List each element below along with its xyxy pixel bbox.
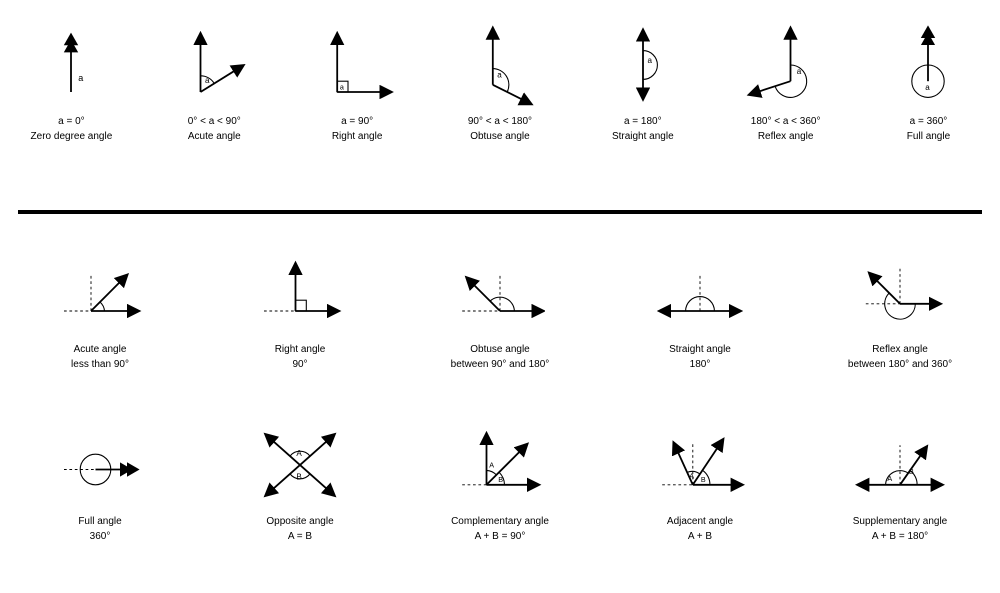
- desc: A + B = 180°: [853, 529, 948, 544]
- desc: less than 90°: [71, 357, 129, 372]
- section-divider: [18, 210, 982, 214]
- svg-text:a: a: [796, 67, 801, 76]
- reflex-angle-icon: a: [741, 20, 831, 110]
- acute-angle-b-icon: [55, 248, 145, 338]
- cell-right-b: Right angle 90°: [230, 248, 370, 372]
- svg-text:A: A: [689, 472, 694, 481]
- supplementary-angle-icon: A B: [855, 420, 945, 510]
- angle-types-diagram: a a = 0° Zero degree angle a 0° < a < 90…: [0, 0, 1000, 593]
- desc: between 90° and 180°: [451, 357, 550, 372]
- name: Straight angle: [612, 129, 674, 144]
- complementary-angle-icon: A B: [455, 420, 545, 510]
- full-angle-icon: a: [883, 20, 973, 110]
- cell-obtuse-a: a 90° < a < 180° Obtuse angle: [430, 20, 570, 144]
- acute-angle-icon: a: [169, 20, 259, 110]
- cell-reflex-a: a 180° < a < 360° Reflex angle: [716, 20, 856, 144]
- straight-angle-icon: a: [598, 20, 688, 110]
- name: Right angle: [332, 129, 383, 144]
- straight-angle-b-icon: [655, 248, 745, 338]
- svg-text:A: A: [296, 449, 302, 458]
- cell-right-a: a a = 90° Right angle: [287, 20, 427, 144]
- cell-zero-angle: a a = 0° Zero degree angle: [1, 20, 141, 144]
- zero-angle-icon: a: [26, 20, 116, 110]
- full-angle-b-icon: [55, 420, 145, 510]
- svg-text:A: A: [887, 474, 892, 483]
- name: Straight angle: [669, 342, 731, 357]
- svg-text:a: a: [79, 73, 84, 83]
- formula: 0° < a < 90°: [188, 114, 241, 129]
- name: Full angle: [78, 514, 121, 529]
- formula: a = 0°: [31, 114, 113, 129]
- cell-adjacent: A B Adjacent angle A + B: [630, 420, 770, 544]
- opposite-angle-icon: A B: [255, 420, 345, 510]
- desc: between 180° and 360°: [848, 357, 952, 372]
- obtuse-angle-icon: a: [455, 20, 545, 110]
- svg-text:a: a: [926, 83, 931, 92]
- desc: A + B = 90°: [451, 529, 549, 544]
- formula: 90° < a < 180°: [468, 114, 532, 129]
- name: Complementary angle: [451, 514, 549, 529]
- row-1: a a = 0° Zero degree angle a 0° < a < 90…: [0, 20, 1000, 144]
- name: Obtuse angle: [468, 129, 532, 144]
- desc: A + B: [667, 529, 733, 544]
- name: Reflex angle: [848, 342, 952, 357]
- name: Acute angle: [71, 342, 129, 357]
- obtuse-angle-b-icon: [455, 248, 545, 338]
- desc: 90°: [275, 357, 326, 372]
- cell-acute-b: Acute angle less than 90°: [30, 248, 170, 372]
- reflex-angle-b-icon: [855, 248, 945, 338]
- adjacent-angle-icon: A B: [655, 420, 745, 510]
- formula: 180° < a < 360°: [751, 114, 821, 129]
- svg-text:a: a: [497, 71, 502, 80]
- name: Adjacent angle: [667, 514, 733, 529]
- svg-text:a: a: [340, 82, 344, 91]
- formula: a = 90°: [332, 114, 383, 129]
- name: Right angle: [275, 342, 326, 357]
- cell-straight-a: a a = 180° Straight angle: [573, 20, 713, 144]
- right-angle-b-icon: [255, 248, 345, 338]
- cell-reflex-b: Reflex angle between 180° and 360°: [830, 248, 970, 372]
- name: Supplementary angle: [853, 514, 948, 529]
- name: Opposite angle: [266, 514, 333, 529]
- svg-text:B: B: [909, 467, 914, 476]
- name: Reflex angle: [751, 129, 821, 144]
- right-angle-icon: a: [312, 20, 402, 110]
- formula: a = 180°: [612, 114, 674, 129]
- cell-straight-b: Straight angle 180°: [630, 248, 770, 372]
- cell-full-a: a a = 360° Full angle: [858, 20, 998, 144]
- name: Zero degree angle: [31, 129, 113, 144]
- name: Obtuse angle: [451, 342, 550, 357]
- cell-full-b: Full angle 360°: [30, 420, 170, 544]
- cell-supplementary: A B Supplementary angle A + B = 180°: [830, 420, 970, 544]
- desc: A = B: [266, 529, 333, 544]
- svg-text:B: B: [498, 475, 503, 484]
- cell-complementary: A B Complementary angle A + B = 90°: [430, 420, 570, 544]
- cell-obtuse-b: Obtuse angle between 90° and 180°: [430, 248, 570, 372]
- desc: 180°: [669, 357, 731, 372]
- formula: a = 360°: [907, 114, 950, 129]
- svg-text:A: A: [489, 461, 494, 470]
- row-2: Acute angle less than 90° Right angle 90…: [0, 248, 1000, 372]
- svg-text:a: a: [205, 76, 210, 85]
- name: Acute angle: [188, 129, 241, 144]
- cell-acute-a: a 0° < a < 90° Acute angle: [144, 20, 284, 144]
- cell-opposite: A B Opposite angle A = B: [230, 420, 370, 544]
- name: Full angle: [907, 129, 950, 144]
- svg-text:B: B: [296, 472, 301, 481]
- row-3: Full angle 360° A B Opposite angle A = B: [0, 420, 1000, 544]
- desc: 360°: [78, 529, 121, 544]
- svg-text:a: a: [647, 56, 652, 65]
- svg-text:B: B: [701, 475, 706, 484]
